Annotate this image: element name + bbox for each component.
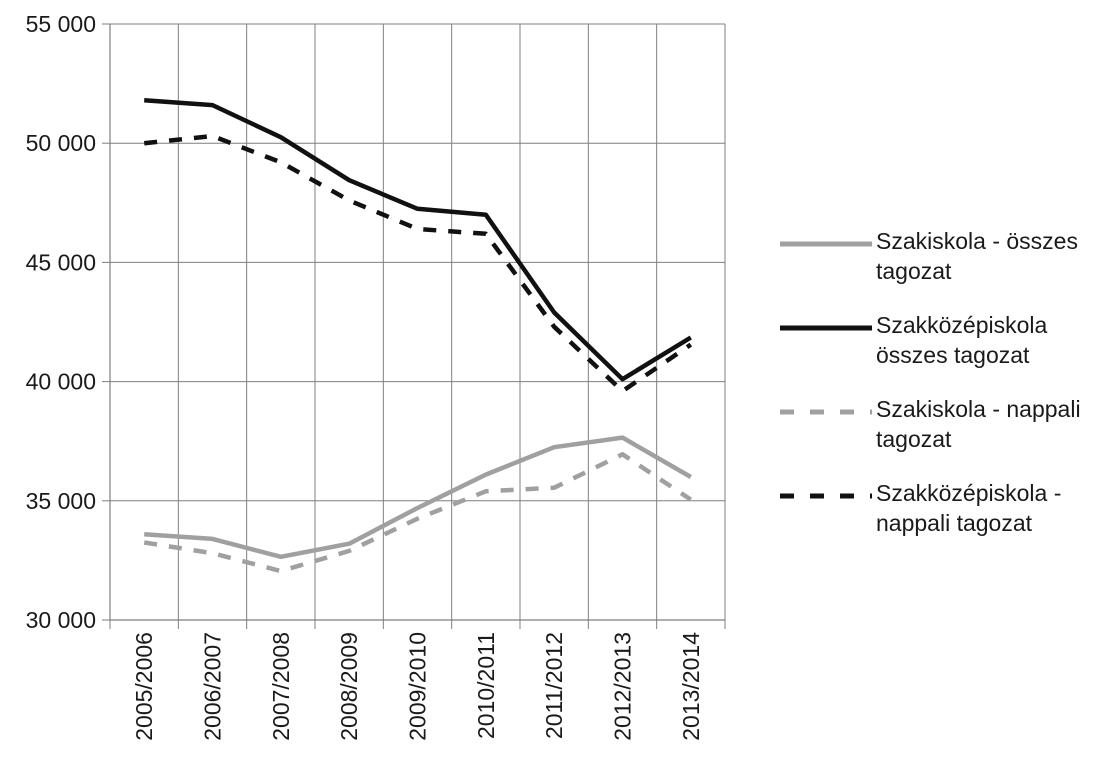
- x-tick-label: 2007/2008: [268, 632, 294, 741]
- legend: Szakiskola - összes tagozat Szakközépisk…: [780, 228, 1100, 564]
- y-tick-label: 45 000: [26, 249, 96, 275]
- x-tick-label: 2013/2014: [678, 632, 704, 741]
- legend-swatch: [780, 241, 872, 247]
- legend-item: Szakiskola - összes tagozat: [780, 228, 1100, 312]
- x-tick-labels: 2005/2006 2006/2007 2007/2008 2008/2009 2009…: [131, 632, 704, 741]
- series-line: [143, 452, 693, 574]
- x-tick-label: 2009/2010: [405, 632, 431, 741]
- x-tick-label: 2008/2009: [336, 632, 362, 741]
- vertical-gridlines: [177, 24, 726, 620]
- series-lines: [143, 98, 693, 574]
- legend-item: Szakközépiskola - nappali tagozat: [780, 480, 1100, 564]
- x-tick-label: 2012/2013: [610, 632, 636, 741]
- legend-label: Szakközépiskola - nappali tagozat: [876, 480, 1062, 536]
- series-line: [143, 133, 693, 394]
- y-tick-label: 30 000: [26, 607, 96, 633]
- legend-label: Szakiskola - nappali tagozat: [876, 396, 1081, 452]
- series-line: [144, 435, 692, 560]
- legend-swatch: [780, 325, 872, 331]
- legend-label: Szakközépiskola összes tagozat: [876, 312, 1048, 368]
- x-tick-label: 2006/2007: [200, 632, 226, 741]
- y-tick-labels: 30 000 35 000 40 000 45 000 50 000 55 000: [26, 11, 96, 633]
- x-tick-label: 2010/2011: [473, 632, 499, 739]
- y-tick-label: 55 000: [26, 11, 96, 37]
- y-tick-label: 35 000: [26, 488, 96, 514]
- legend-label: Szakiskola - összes tagozat: [876, 228, 1078, 284]
- x-tick-label: 2011/2012: [541, 632, 567, 739]
- legend-swatch: [780, 493, 872, 499]
- series-line: [144, 98, 692, 382]
- x-tick-label: 2005/2006: [131, 632, 157, 741]
- axes: [102, 23, 726, 629]
- horizontal-gridlines: [110, 23, 725, 502]
- legend-item: Szakiskola - nappali tagozat: [780, 396, 1100, 480]
- y-tick-label: 50 000: [26, 130, 96, 156]
- legend-swatch: [780, 409, 872, 415]
- y-tick-label: 40 000: [26, 369, 96, 395]
- legend-item: Szakközépiskola összes tagozat: [780, 312, 1100, 396]
